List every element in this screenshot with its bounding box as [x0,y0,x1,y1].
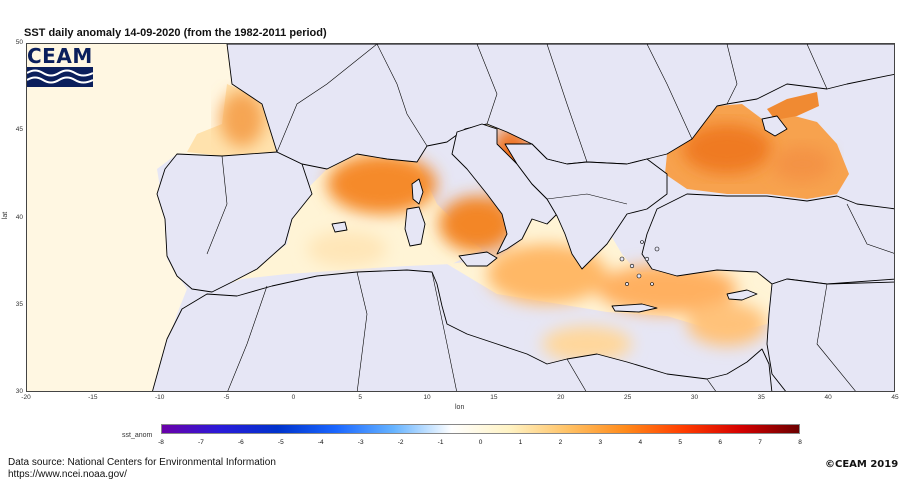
y-axis-label: lat [2,211,10,220]
colorbar-tick-label: 6 [718,439,722,446]
data-source-line: Data source: National Centers for Enviro… [8,457,276,468]
land-masses [152,44,894,391]
y-tick-label: 50 [15,39,23,46]
sst-anomaly-map [26,43,895,392]
mallorca [331,221,348,233]
x-tick-label: -20 [21,394,31,401]
colorbar-tick-label: 8 [798,439,802,446]
y-tick-label: 45 [15,126,23,134]
data-source: Data source: National Centers for Enviro… [8,457,276,481]
x-tick-label: 30 [690,394,699,401]
north-africa [152,269,773,391]
copyright-notice: ©CEAM 2019 [825,459,899,470]
corsica [411,178,424,205]
biscay-anomaly [220,91,264,147]
black-sea-anomaly [682,124,772,174]
colorbar-tick-label: -6 [237,439,244,446]
colorbar-tick-label: 0 [478,439,483,446]
x-tick-label: -15 [88,394,98,401]
colorbar-tick-label: 3 [598,439,603,446]
x-tick-label: 15 [490,394,498,401]
crimea [761,115,788,137]
map-canvas [27,44,894,391]
italy [451,123,558,255]
colorbar-tick-label: -2 [397,439,404,446]
x-tick-label: 25 [623,394,632,401]
x-tick-label: -5 [223,394,230,401]
x-tick-label: 35 [757,394,765,401]
crete [611,303,658,313]
aegean-islands [619,240,660,286]
ceam-logo-text: CEAM [27,44,93,68]
x-tick-label: 0 [291,394,296,401]
y-tick-label: 40 [15,213,23,221]
sicily [458,251,498,267]
x-tick-label: -10 [154,394,165,401]
x-tick-label: 10 [423,394,431,401]
x-tick-label: 40 [824,394,832,401]
colorbar [161,424,800,434]
sardinia [404,206,426,247]
colorbar-label: sst_anom [122,432,153,439]
y-tick-label: 35 [15,300,23,308]
colorbar-tick-label: 7 [758,439,762,446]
colorbar-tick-label: -8 [158,439,164,446]
colorbar-tick-label: 4 [638,439,643,446]
ceam-logo: CEAM [27,45,93,87]
colorbar-tick-label: -4 [317,439,324,446]
balkans [504,143,668,270]
colorbar-tick-label: 2 [558,439,563,446]
colorbar-tick-label: -5 [277,439,284,446]
colorbar-tick-label: 1 [518,439,523,446]
anatolia [641,193,894,285]
x-tick-label: 45 [891,394,899,401]
x-tick-label: 20 [557,394,565,401]
country-borders [206,44,894,391]
map-title: SST daily anomaly 14-09-2020 (from the 1… [24,27,327,39]
colorbar-tick-label: -1 [437,439,444,446]
x-axis-label: lon [455,404,465,411]
colorbar-tick-label: -7 [198,439,204,446]
colorbar-tick-label: -3 [357,439,364,446]
sea-of-azov [767,92,819,120]
cyprus [726,289,758,301]
colorbar-tick-label: 5 [678,439,682,446]
x-tick-label: 5 [358,394,363,401]
y-tick-label: 30 [15,388,23,395]
ceam-wave-icon [27,67,93,87]
data-source-url[interactable]: https://www.ncei.noaa.gov/ [8,469,127,480]
levant [766,278,894,391]
